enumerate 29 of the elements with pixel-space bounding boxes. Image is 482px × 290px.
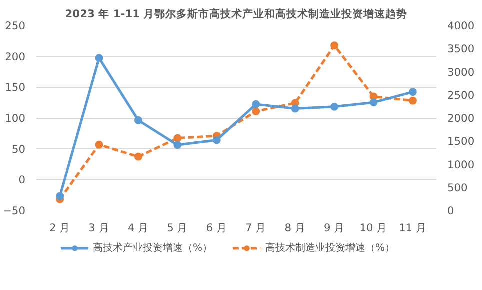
y2-tick-label: 0 xyxy=(448,204,454,218)
x-tick-label: 9 月 xyxy=(324,222,346,234)
y2-tick-label: 2500 xyxy=(448,88,475,102)
x-tick-label: 5 月 xyxy=(167,222,188,234)
y-tick-label: 50 xyxy=(12,142,26,156)
chart-title: 2023 年 1-11 月鄂尔多斯市高技术产业和高技术制造业投资增速趋势 xyxy=(65,8,408,20)
x-tick-label: 3 月 xyxy=(88,222,110,234)
y-tick-label: 100 xyxy=(5,112,26,125)
y2-tick-label: 3500 xyxy=(448,42,475,56)
x-tick-label: 10 月 xyxy=(360,222,388,234)
x-tick-label: 7 月 xyxy=(246,222,267,234)
y-tick-label: −50 xyxy=(3,204,26,218)
x-tick-label: 6 月 xyxy=(206,222,228,234)
y-tick-label: 250 xyxy=(5,20,26,32)
y2-tick-label: 500 xyxy=(448,181,468,194)
y2-tick-label: 4000 xyxy=(448,20,475,32)
y2-tick-label: 1000 xyxy=(448,158,475,172)
y2-tick-label: 2000 xyxy=(448,112,475,125)
y-tick-label: 150 xyxy=(5,81,26,94)
x-tick-label: 2 月 xyxy=(49,222,71,234)
y2-tick-label: 1500 xyxy=(448,135,475,148)
x-tick-label: 4 月 xyxy=(128,222,150,234)
legend-label: 高技术制造业投资增速（%） xyxy=(266,242,396,255)
y-tick-label: 200 xyxy=(5,50,26,64)
legend-label: 高技术产业投资增速（%） xyxy=(92,242,212,255)
x-tick-label: 11 月 xyxy=(398,222,427,234)
y2-tick-label: 3000 xyxy=(448,66,475,79)
x-tick-label: 8 月 xyxy=(284,222,306,234)
y-tick-label: 0 xyxy=(18,174,26,187)
